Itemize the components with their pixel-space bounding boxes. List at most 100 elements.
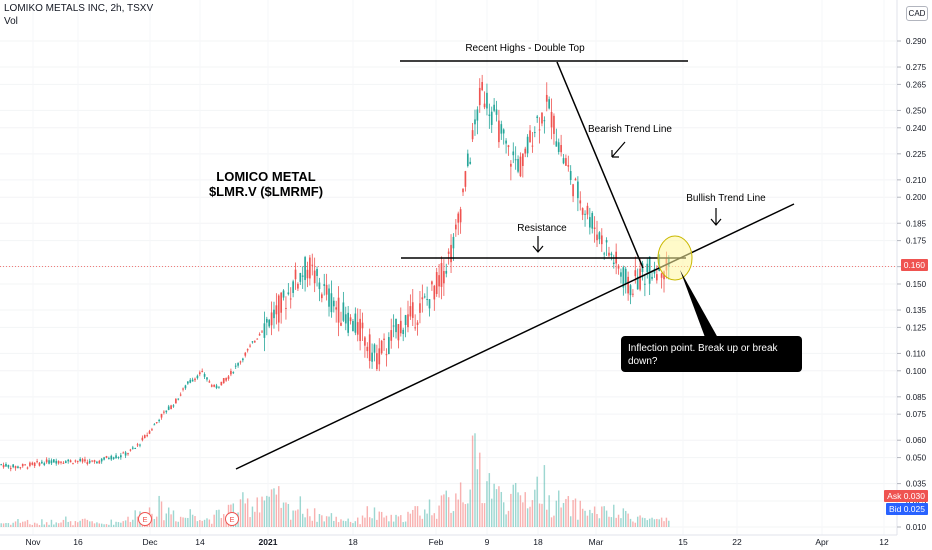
- last-price-tag: 0.160: [900, 259, 928, 271]
- candle-body: [172, 405, 175, 407]
- volume-bar: [55, 522, 57, 527]
- candle-body: [29, 462, 31, 466]
- candle-body: [246, 349, 249, 351]
- candle-body: [342, 302, 345, 321]
- candle-body: [632, 293, 634, 295]
- volume-bar: [304, 517, 306, 527]
- candle-body: [517, 158, 519, 172]
- volume-bar: [62, 519, 65, 527]
- volume-bar: [220, 517, 223, 527]
- volume-bar: [306, 508, 309, 527]
- volume-bar: [57, 523, 60, 527]
- candle-body: [519, 156, 522, 177]
- candle-body: [38, 462, 41, 466]
- candle-body: [498, 120, 500, 143]
- candle-body: [474, 119, 476, 125]
- candle-body: [507, 145, 510, 148]
- volume-bar: [502, 502, 505, 527]
- volume-bar: [67, 521, 69, 527]
- candle-body: [225, 378, 227, 381]
- candle-body: [311, 264, 314, 266]
- candle-body: [426, 298, 428, 300]
- volume-bar: [266, 495, 268, 527]
- bearish-arrow: [611, 141, 626, 158]
- volume-bar: [124, 520, 127, 527]
- chart-header: LOMIKO METALS INC, 2h, TSXV Vol: [4, 2, 153, 28]
- candle-body: [622, 267, 625, 288]
- candle-body: [98, 460, 101, 464]
- volume-bar: [555, 500, 558, 527]
- bullish-trend-line: [235, 203, 795, 470]
- volume-bar: [91, 521, 93, 527]
- symbol-line: LOMIKO METALS INC, 2h, TSXV: [4, 3, 154, 14]
- candle-body: [440, 263, 443, 287]
- volume-bar: [79, 520, 81, 527]
- x-tick-label: 12: [879, 537, 889, 547]
- candle-body: [627, 276, 629, 294]
- volume-bar: [629, 518, 632, 527]
- candle-body: [328, 288, 330, 307]
- candle-body: [194, 378, 196, 381]
- volume-bar: [103, 524, 105, 527]
- volume-bar: [225, 520, 227, 527]
- candle-body: [660, 273, 663, 278]
- volume-bar: [428, 499, 431, 527]
- volume-bar: [203, 519, 206, 527]
- candle-body: [270, 312, 273, 326]
- candle-body: [220, 381, 223, 386]
- volume-bars: [0, 433, 670, 527]
- candle-body: [433, 285, 436, 300]
- volume-bar: [132, 519, 134, 527]
- volume-bar: [330, 513, 333, 527]
- candle-body: [512, 151, 515, 156]
- candle-body: [354, 313, 357, 333]
- candle-body: [160, 413, 163, 418]
- volume-bar: [376, 519, 378, 527]
- volume-bar: [605, 510, 608, 527]
- y-tick-label: 0.265: [906, 80, 927, 89]
- volume-bar: [440, 495, 443, 527]
- volume-bar: [165, 513, 168, 527]
- volume-bar: [526, 508, 529, 527]
- candle-body: [146, 435, 148, 437]
- candle-body: [653, 268, 656, 274]
- candle-body: [636, 276, 639, 290]
- candle-body: [242, 358, 244, 361]
- candle-body: [608, 252, 610, 256]
- y-tick-label: 0.100: [906, 367, 927, 376]
- candle-body: [96, 461, 98, 464]
- candle-body: [237, 363, 239, 366]
- volume-bar: [608, 516, 610, 527]
- volume-bar: [569, 516, 572, 527]
- volume-bar: [184, 517, 187, 527]
- volume-bar: [115, 521, 117, 527]
- candle-body: [67, 459, 70, 462]
- candle-body: [545, 94, 548, 102]
- volume-bar: [316, 521, 318, 527]
- candle-body: [371, 352, 373, 362]
- currency-badge[interactable]: CAD: [906, 6, 928, 21]
- candle-body: [249, 345, 251, 347]
- x-tick-label: Dec: [142, 537, 158, 547]
- volume-bar: [421, 518, 424, 527]
- y-tick-label: 0.225: [906, 150, 927, 159]
- volume-bar: [534, 489, 536, 527]
- volume-bar: [610, 517, 613, 527]
- candle-body: [297, 283, 299, 289]
- volume-bar: [41, 519, 43, 527]
- candle-body: [79, 458, 81, 462]
- ask-value: 0.030: [903, 491, 925, 501]
- earnings-marker-label: E: [229, 515, 234, 524]
- inflection-circle: [657, 235, 693, 281]
- candle-body: [108, 457, 110, 459]
- volume-bar: [550, 517, 553, 527]
- volume-bar: [380, 511, 383, 527]
- candle-body: [304, 257, 306, 281]
- volume-bar: [385, 515, 388, 527]
- volume-bar: [7, 523, 10, 527]
- volume-bar: [337, 522, 340, 527]
- volume-bar: [191, 514, 194, 527]
- volume-bar: [17, 519, 19, 527]
